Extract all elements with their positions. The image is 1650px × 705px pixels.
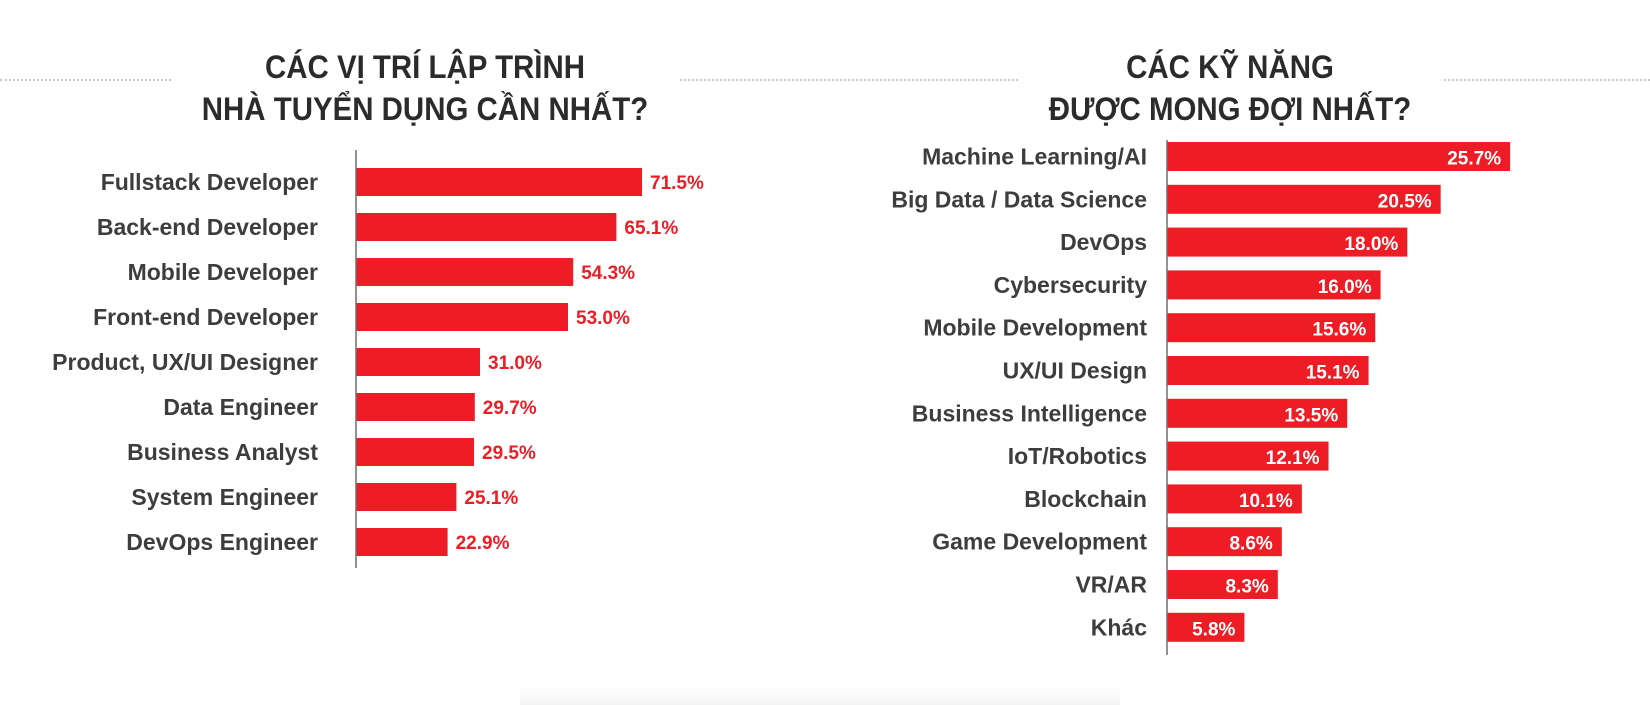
value-label: 53.0% — [576, 308, 630, 329]
category-label: Data Engineer — [163, 394, 318, 420]
category-label: Cybersecurity — [994, 272, 1148, 298]
value-label: 29.5% — [482, 443, 536, 464]
category-label: Game Development — [932, 529, 1147, 555]
bar-1-10 — [1167, 570, 1278, 599]
value-label: 31.0% — [488, 353, 542, 374]
chart-title-positions-line1: CÁC VỊ TRÍ LẬP TRÌNH — [264, 49, 586, 85]
bar-0-5 — [356, 393, 475, 421]
category-label: IoT/Robotics — [1008, 443, 1147, 469]
bar-0-1 — [356, 213, 617, 241]
bar-0-8 — [356, 528, 448, 556]
bar-1-11 — [1167, 612, 1245, 642]
bar-1-2 — [1167, 227, 1408, 257]
value-label: 65.1% — [624, 218, 678, 239]
category-label: Mobile Developer — [128, 259, 318, 285]
value-label: 15.1% — [1306, 363, 1360, 384]
value-label: 13.5% — [1284, 405, 1338, 426]
category-label: Blockchain — [1024, 486, 1147, 512]
bar-1-4 — [1167, 313, 1376, 343]
value-label: 5.8% — [1192, 619, 1235, 640]
value-label: 10.1% — [1239, 491, 1293, 512]
bar-1-5 — [1167, 356, 1369, 385]
value-label: 15.6% — [1312, 320, 1366, 341]
bar-0-4 — [356, 348, 480, 376]
category-label: VR/AR — [1075, 572, 1147, 598]
title-divider-left-a — [0, 79, 235, 81]
chart-title-skills: CÁC KỸ NĂNG ĐƯỢC MONG ĐỢI NHẤT? — [1018, 46, 1442, 130]
category-label: Machine Learning/AI — [922, 144, 1147, 170]
category-label: Product, UX/UI Designer — [52, 349, 318, 375]
value-label: 20.5% — [1378, 191, 1432, 212]
bar-1-9 — [1167, 527, 1282, 557]
value-label: 12.1% — [1266, 448, 1320, 469]
category-label: Front-end Developer — [93, 304, 318, 330]
category-label: DevOps Engineer — [126, 529, 318, 555]
bar-1-0 — [1167, 142, 1511, 171]
value-label: 25.1% — [464, 488, 518, 509]
chart-title-positions-line2: NHÀ TUYỂN DỤNG CẦN NHẤT? — [201, 91, 649, 127]
category-label: Mobile Development — [923, 315, 1147, 341]
value-label: 16.0% — [1318, 277, 1372, 298]
bar-0-3 — [356, 303, 568, 331]
bar-0-0 — [356, 168, 642, 196]
category-label: Khác — [1091, 614, 1147, 640]
category-label: Fullstack Developer — [101, 169, 318, 195]
chart-title-skills-line1: CÁC KỸ NĂNG — [1126, 49, 1334, 85]
bar-1-3 — [1167, 270, 1381, 300]
bar-0-6 — [356, 438, 474, 466]
value-label: 8.3% — [1225, 577, 1268, 598]
value-label: 29.7% — [483, 398, 537, 419]
category-label: DevOps — [1060, 229, 1147, 255]
category-label: Business Intelligence — [912, 400, 1147, 426]
bar-0-7 — [356, 483, 457, 511]
value-label: 8.6% — [1229, 534, 1272, 555]
value-label: 71.5% — [650, 173, 704, 194]
category-label: Big Data / Data Science — [891, 186, 1147, 212]
bar-1-6 — [1167, 398, 1348, 428]
value-label: 22.9% — [456, 533, 510, 554]
category-label: System Engineer — [131, 484, 318, 510]
value-label: 25.7% — [1447, 149, 1501, 170]
title-divider-left-b — [660, 79, 1090, 81]
bar-1-1 — [1167, 184, 1441, 214]
value-label: 18.0% — [1344, 234, 1398, 255]
chart-title-positions: CÁC VỊ TRÍ LẬP TRÌNH NHÀ TUYỂN DỤNG CẦN … — [172, 46, 678, 130]
category-label: UX/UI Design — [1003, 358, 1147, 384]
bar-1-8 — [1167, 484, 1302, 514]
chart-title-skills-line2: ĐƯỢC MONG ĐỢI NHẤT? — [1048, 91, 1412, 127]
bar-0-2 — [356, 258, 574, 286]
title-divider-right — [1360, 79, 1650, 81]
bar-1-7 — [1167, 441, 1329, 471]
footer-shade — [520, 688, 1120, 705]
value-label: 54.3% — [581, 263, 635, 284]
category-label: Business Analyst — [127, 439, 318, 465]
category-label: Back-end Developer — [97, 214, 318, 240]
